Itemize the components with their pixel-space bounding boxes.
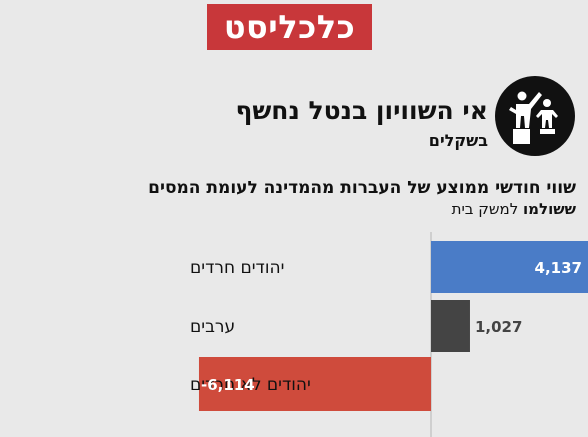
calcalist-logo: כלכליסט [207, 4, 372, 50]
chart-subtitle: בשקלים [428, 131, 488, 150]
description-rest: למשק בית [451, 200, 519, 218]
two-figures-on-pedestals-icon [495, 76, 575, 156]
bar [431, 241, 588, 293]
bar [431, 300, 470, 352]
bar [198, 357, 431, 411]
category-label: ערבים [190, 317, 235, 337]
value-label: -6,114 [201, 376, 255, 394]
description-line-2: ששולמו למשק בית [452, 200, 576, 218]
chart-title: אי השוויון בנטל נחשף [235, 96, 488, 125]
description-bold-word: ששולמו [523, 200, 576, 218]
category-label: יהודים חרדים [190, 258, 284, 278]
value-label: 4,137 [535, 259, 582, 277]
description-line-1: שווי חודשי ממוצע של העברות מהמדינה לעומת… [148, 178, 576, 198]
category-label: יהודים לא חרדים [190, 375, 311, 395]
value-label: 1,027 [475, 318, 522, 336]
